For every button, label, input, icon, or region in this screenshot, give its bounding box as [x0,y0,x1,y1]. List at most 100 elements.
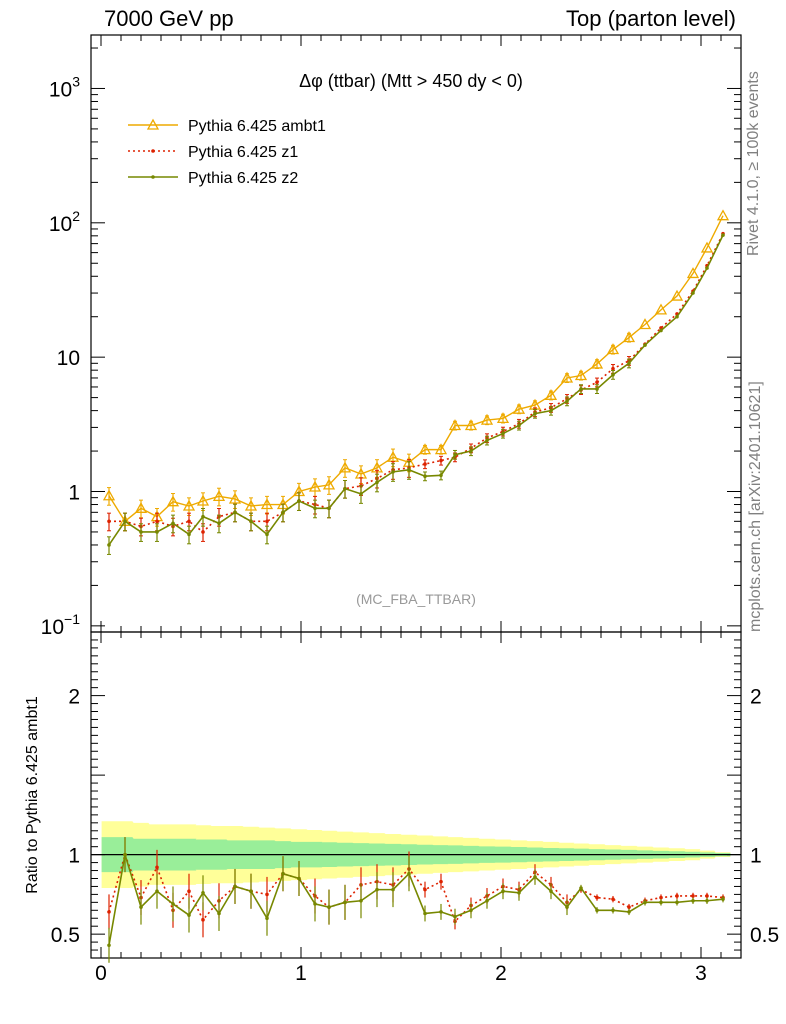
data-point-ambt1 [700,241,714,253]
ratio-point-z2 [139,905,143,909]
ratio-point-z2 [469,908,473,913]
y-tick-label: 102 [49,208,80,236]
data-point-z2 [249,519,253,524]
data-point-ambt1 [480,413,494,425]
ratio-point-z2 [297,876,301,881]
x-tick-label: 0 [95,962,107,985]
ratio-point-z2 [439,910,443,914]
data-point-z2 [201,514,205,519]
ratio-point-z1 [187,889,191,894]
ratio-point-z2 [281,871,285,876]
data-point-z2 [375,480,379,485]
x-tick-label: 2 [495,962,507,985]
ratio-point-z2 [327,905,331,909]
data-point-ambt1 [228,492,242,504]
data-point-ambt1 [574,369,588,381]
series-line-z1 [109,233,724,533]
ratio-point-z2 [391,887,395,892]
data-point-z2 [423,474,427,478]
data-point-z2 [439,473,443,478]
data-point-ambt1 [134,501,148,513]
data-point-ambt1 [308,480,322,492]
legend-label-z2: Pythia 6.425 z2 [188,170,298,187]
ratio-point-z1 [439,879,443,884]
data-point-z2 [611,372,615,377]
ratio-point-z2 [359,898,363,903]
series-line-ambt1 [108,215,724,523]
ratio-plot-frame [90,631,742,959]
ratio-point-z2 [517,891,521,895]
y-tick-label: 10 [57,347,80,370]
ratio-point-z1 [423,887,427,892]
ratio-point-z2 [423,911,427,916]
data-point-z2 [675,314,679,319]
data-point-ambt1 [496,412,510,424]
data-point-z2 [659,328,663,333]
ratio-point-z2 [643,900,647,905]
data-point-ambt1 [244,499,258,511]
plot-title: Δφ (ttbar) (Mtt > 450 dy < 0) [299,71,523,91]
ratio-point-z1 [201,918,205,922]
ratio-point-z1 [107,910,111,914]
data-point-ambt1 [512,402,526,414]
x-tick-label: 1 [295,962,307,985]
data-point-z2 [533,411,537,416]
data-point-ambt1 [434,443,448,455]
ratio-point-z2 [705,898,709,903]
data-point-z1 [423,462,427,466]
ratio-line-z2 [108,854,724,946]
data-point-z2 [313,506,317,511]
data-point-z1 [439,458,443,463]
data-point-z2 [139,530,143,534]
ratio-point-z1 [611,897,615,901]
ratio-point-z2 [265,916,269,921]
ratio-y-tick-label-right: 2 [750,686,762,709]
data-point-z2 [297,499,301,503]
data-point-z2 [595,387,599,391]
data-point-ambt1 [212,490,226,502]
data-point-z2 [327,506,331,511]
ratio-point-z2 [201,891,205,895]
data-point-ambt1 [102,489,116,501]
data-point-z1 [187,519,191,524]
ratio-point-z2 [313,902,317,906]
data-point-ambt1 [418,443,432,455]
rivet-version-label: Rivet 4.1.0, ≥ 100k events [745,71,762,256]
ratio-point-z2 [407,871,411,876]
header-process-label: Top (parton level) [566,6,736,31]
data-point-z1 [201,530,205,534]
data-point-ambt1 [196,494,210,506]
data-point-ambt1 [166,495,180,507]
ratio-point-z2 [627,910,631,914]
data-point-z2 [579,387,583,391]
data-point-z2 [187,532,191,537]
ratio-point-z2 [249,889,253,894]
ratio-point-z1 [659,895,663,900]
ratio-point-z1 [595,895,599,900]
y-tick-label: 1 [68,482,80,505]
header-energy-label: 7000 GeV pp [104,6,234,31]
ratio-point-z2 [453,914,457,919]
data-point-z1 [155,519,159,524]
ratio-point-z2 [485,898,489,903]
data-point-z2 [549,408,553,413]
data-point-z2 [281,510,285,515]
data-point-z2 [721,233,725,237]
data-point-ambt1 [322,478,336,490]
legend-marker-z2 [151,175,155,179]
ratio-point-z2 [187,913,191,917]
data-point-ambt1 [638,318,652,330]
legend-marker-ambt1 [146,118,160,130]
data-point-z2 [691,291,695,295]
data-point-z2 [155,530,159,534]
data-point-z2 [565,399,569,404]
data-point-ambt1 [590,357,604,369]
mcplots-source-label: mcplots.cern.ch [arXiv:2401.10621] [747,381,764,632]
ratio-point-z2 [107,943,111,948]
data-point-ambt1 [670,289,684,301]
data-point-ambt1 [654,303,668,315]
data-point-ambt1 [606,343,620,355]
ratio-point-z2 [533,875,537,879]
data-point-z1 [265,519,269,524]
ratio-point-z2 [691,898,695,903]
